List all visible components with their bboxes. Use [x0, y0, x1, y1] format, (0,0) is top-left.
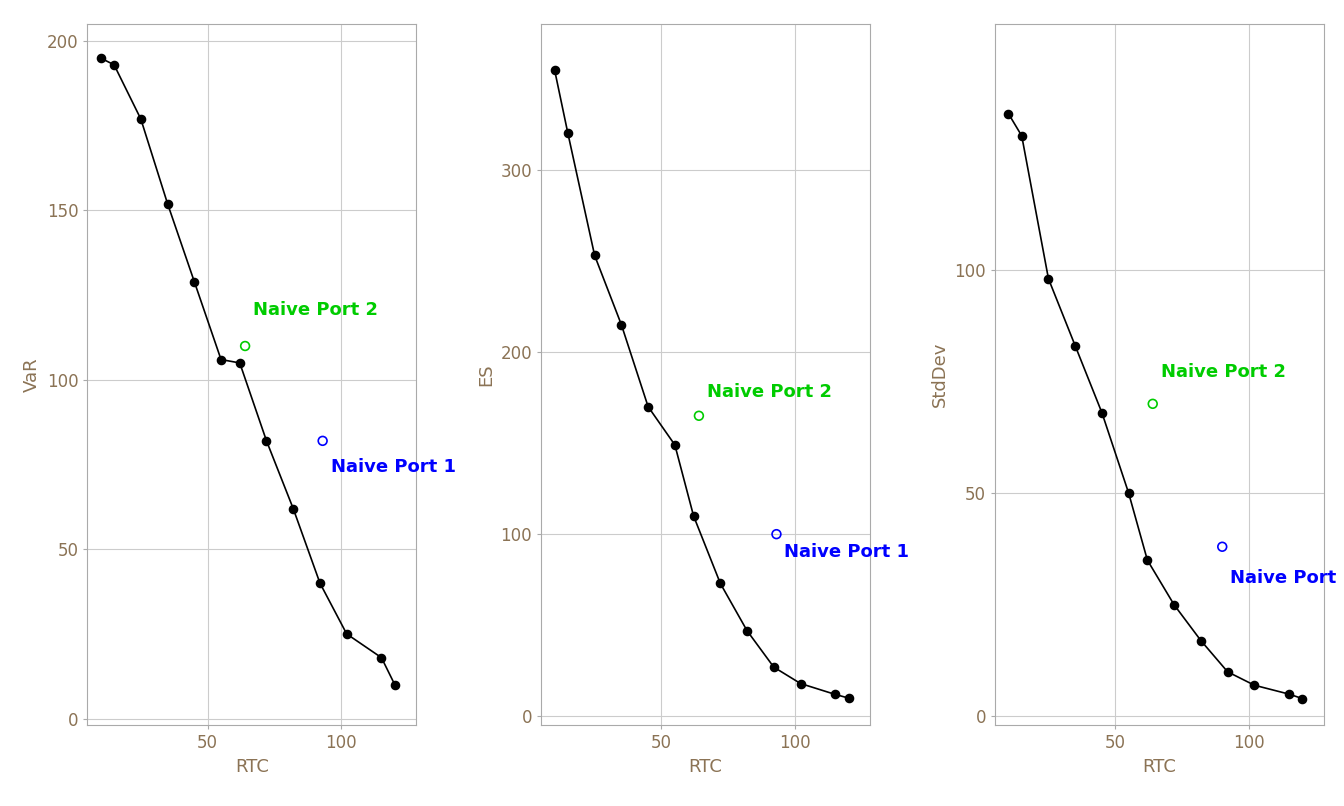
- Point: [1164, 598, 1185, 611]
- Point: [1216, 666, 1238, 679]
- Point: [1038, 272, 1059, 285]
- X-axis label: RTC: RTC: [1142, 758, 1176, 776]
- X-axis label: RTC: RTC: [235, 758, 269, 776]
- Text: Naive Port 2: Naive Port 2: [707, 383, 832, 401]
- Point: [184, 275, 206, 288]
- Text: Naive Port 1: Naive Port 1: [785, 543, 910, 561]
- Y-axis label: StdDev: StdDev: [931, 342, 949, 408]
- Point: [157, 197, 179, 210]
- Point: [90, 52, 112, 64]
- Point: [1189, 634, 1211, 647]
- Point: [371, 651, 392, 664]
- Point: [255, 434, 277, 447]
- Point: [710, 577, 731, 590]
- Text: Naive Port 2: Naive Port 2: [253, 301, 378, 319]
- Point: [790, 677, 812, 690]
- Point: [228, 356, 250, 369]
- Point: [1142, 397, 1164, 410]
- Point: [544, 63, 566, 76]
- X-axis label: RTC: RTC: [688, 758, 723, 776]
- Point: [103, 58, 125, 71]
- Point: [234, 339, 255, 352]
- Point: [688, 409, 710, 422]
- Point: [737, 624, 758, 637]
- Point: [1118, 487, 1140, 500]
- Point: [766, 528, 788, 541]
- Y-axis label: ES: ES: [477, 364, 495, 386]
- Point: [558, 127, 579, 140]
- Y-axis label: VaR: VaR: [23, 358, 42, 392]
- Point: [763, 661, 785, 674]
- Point: [1211, 540, 1232, 553]
- Point: [1292, 692, 1313, 705]
- Point: [130, 113, 152, 126]
- Text: Naive Port 1: Naive Port 1: [331, 458, 456, 476]
- Point: [282, 502, 304, 515]
- Point: [1011, 130, 1032, 143]
- Point: [1243, 679, 1265, 692]
- Text: Naive Port 2: Naive Port 2: [1161, 364, 1286, 381]
- Point: [210, 353, 231, 366]
- Point: [336, 628, 358, 641]
- Point: [683, 509, 704, 522]
- Point: [610, 318, 632, 331]
- Point: [1091, 406, 1113, 419]
- Point: [583, 249, 605, 262]
- Point: [824, 688, 845, 701]
- Point: [997, 107, 1019, 120]
- Text: Naive Port 1: Naive Port 1: [1230, 569, 1344, 587]
- Point: [309, 576, 331, 589]
- Point: [637, 401, 659, 413]
- Point: [1064, 339, 1086, 352]
- Point: [837, 692, 859, 704]
- Point: [384, 679, 406, 692]
- Point: [1278, 688, 1300, 700]
- Point: [312, 434, 333, 447]
- Point: [1137, 554, 1159, 567]
- Point: [664, 438, 685, 451]
